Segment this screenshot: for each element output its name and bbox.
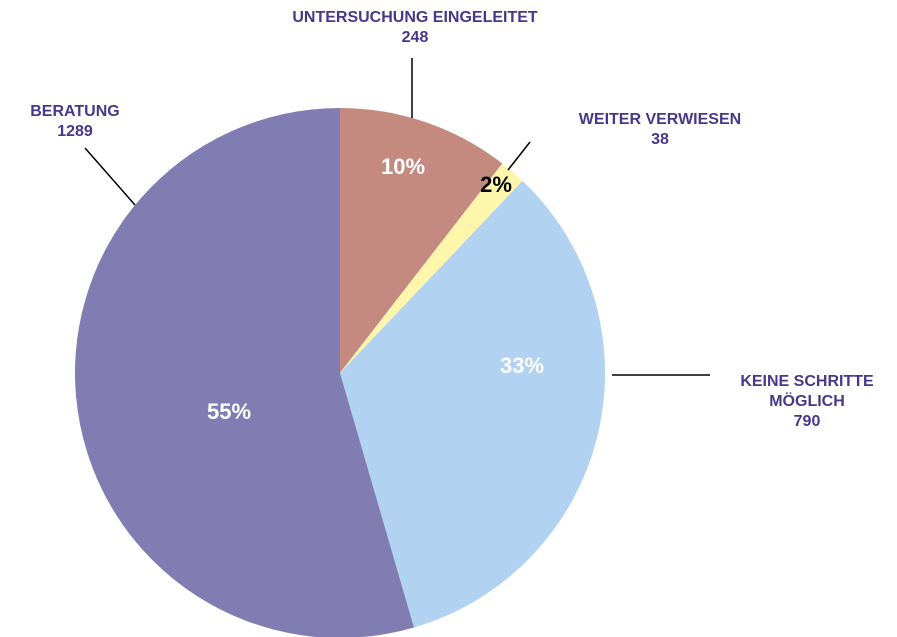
percent-label: 55% [207,399,251,424]
percent-label: 10% [381,154,425,179]
percent-label: 2% [480,172,512,197]
slice-label: WEITER VERWIESEN 38 [540,110,780,150]
leader-line [84,147,136,206]
category-name: UNTERSUCHUNG EINGELEITET [292,9,538,26]
slice-label: BERATUNG 1289 [0,102,150,142]
leader-line [507,141,531,171]
slice-label: UNTERSUCHUNG EINGELEITET 248 [250,8,580,48]
percent-label: 33% [500,353,544,378]
value-label: 1289 [57,123,93,140]
value-label: 248 [401,29,429,46]
category-name: BERATUNG [30,103,120,120]
pie-slice [340,108,503,373]
pie-slice [340,163,523,373]
category-name: KEINE SCHRITTE MÖGLICH [740,373,874,410]
pie-slice [75,108,414,637]
value-label: 790 [793,413,821,430]
value-label: 38 [651,131,669,148]
pie-slice [340,180,605,628]
slice-label: KEINE SCHRITTE MÖGLICH 790 [712,372,897,432]
category-name: WEITER VERWIESEN [578,111,742,128]
